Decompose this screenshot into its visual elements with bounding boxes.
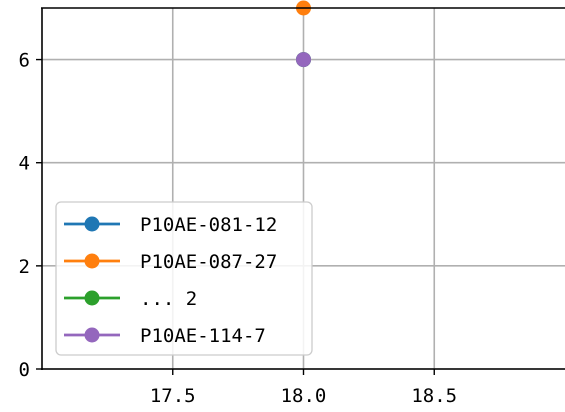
legend-marker [84,290,100,306]
axes [36,7,565,375]
legend-label: P10AE-087-27 [140,251,277,273]
x-tick-label: 17.5 [150,385,196,407]
legend-marker [84,253,100,269]
legend-label: P10AE-081-12 [140,214,277,236]
legend: P10AE-081-12 P10AE-087-27 ... 2 P10AE-114-7 [55,201,313,356]
tick-labels: 17.5 18.0 18.5 0 2 4 6 [19,50,458,407]
legend-marker [84,327,100,343]
x-tick-label: 18.5 [411,385,457,407]
y-tick-label: 6 [19,50,30,72]
legend-box [55,201,313,356]
x-tick-label: 18.0 [281,385,327,407]
y-tick-label: 0 [19,359,30,381]
legend-label: P10AE-114-7 [140,325,266,347]
y-tick-label: 4 [19,153,30,175]
y-tick-label: 2 [19,256,30,278]
legend-label: ... 2 [140,288,197,310]
data-point [296,52,311,68]
legend-marker [84,216,100,232]
